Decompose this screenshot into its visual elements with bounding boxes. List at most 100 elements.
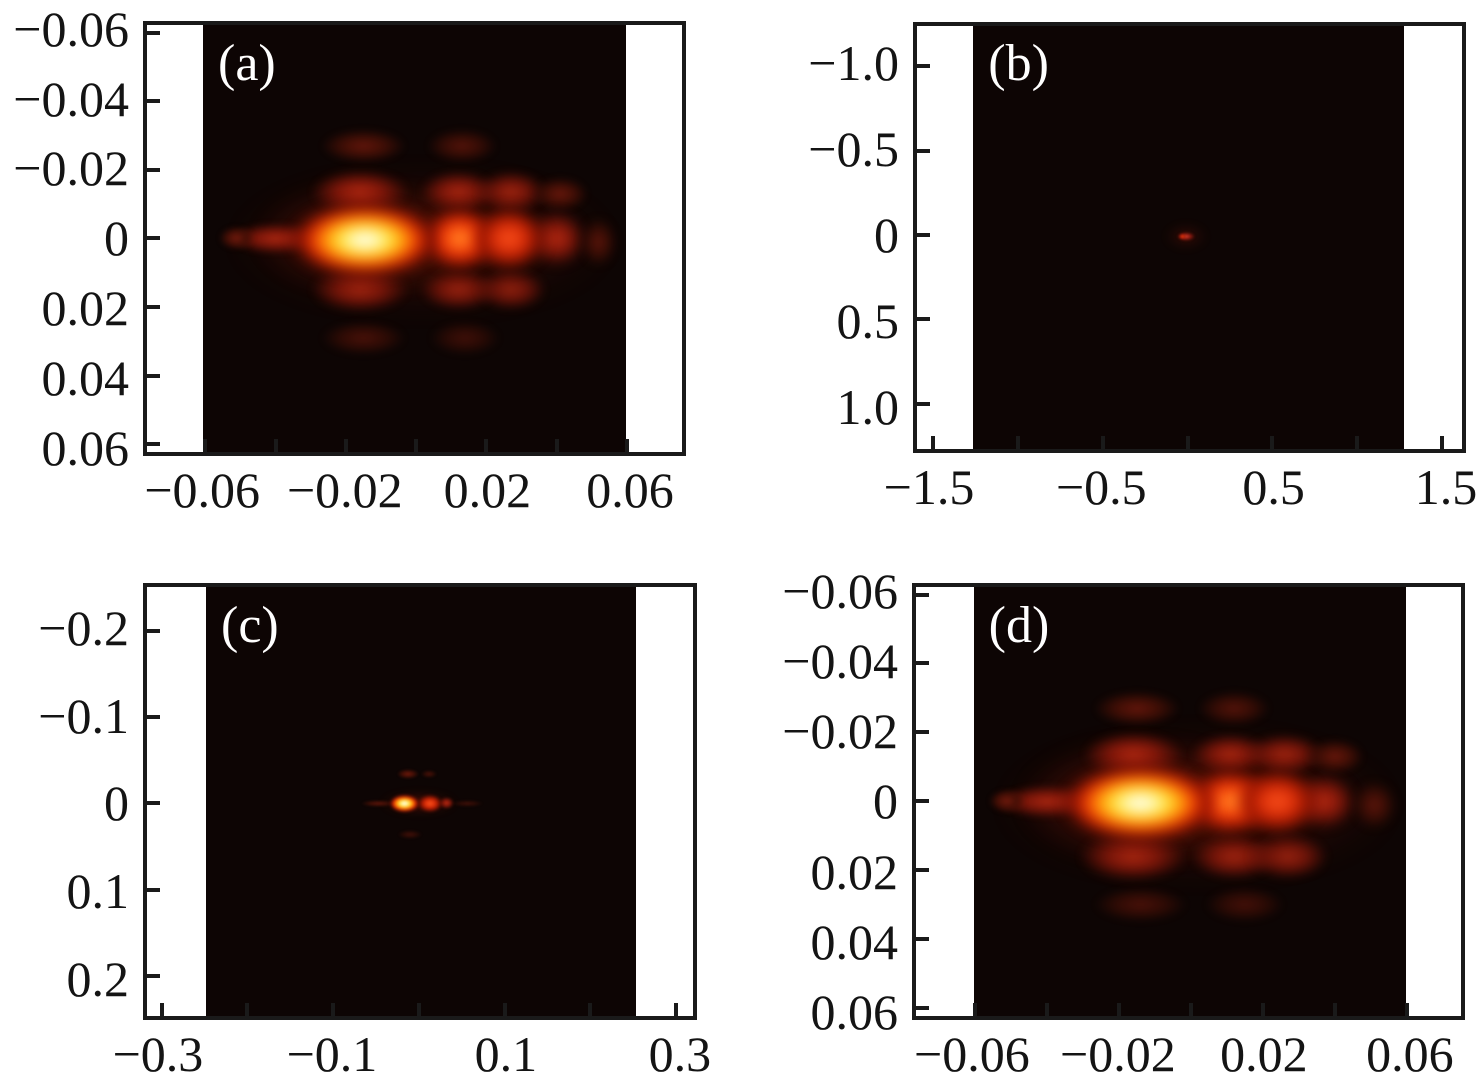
- panel-label-d: (d): [988, 596, 1050, 654]
- intensity-blob: [1205, 887, 1285, 922]
- y-tick-mark: [916, 868, 929, 873]
- x-tick-label: 1.5: [1414, 459, 1476, 515]
- x-tick-label: −0.3: [112, 1026, 204, 1082]
- intensity-blob: [426, 128, 497, 163]
- x-tick-label: −0.06: [144, 462, 261, 518]
- x-tick-label: 0.02: [1220, 1026, 1308, 1082]
- intensity-blob: [418, 795, 443, 812]
- y-tick-label: 0.06: [810, 983, 899, 1040]
- intensity-blob: [1079, 832, 1188, 881]
- x-tick-mark: [1044, 1003, 1049, 1016]
- x-tick-label: −0.1: [286, 1026, 378, 1082]
- intensity-blob: [581, 217, 617, 266]
- x-tick-label: −0.06: [914, 1026, 1030, 1082]
- right-margin-strip: [1403, 26, 1462, 449]
- x-tick-label: 0.1: [474, 1026, 538, 1082]
- y-tick-label: −0.04: [13, 70, 129, 127]
- y-tick-label: 0.04: [810, 913, 899, 970]
- y-tick-label: 0.06: [41, 419, 130, 476]
- heatmap-area-a: (a): [203, 25, 627, 452]
- x-tick-mark: [1015, 436, 1020, 449]
- x-tick-mark: [1188, 1003, 1193, 1016]
- y-tick-mark: [147, 304, 160, 309]
- x-tick-mark: [1116, 1003, 1121, 1016]
- plot-frame-a: (a): [143, 21, 686, 456]
- heatmap-area-c: (c): [205, 587, 636, 1016]
- y-tick-label: −0.5: [808, 120, 899, 177]
- y-tick-label: 0.1: [66, 863, 130, 920]
- y-tick-label: −0.06: [782, 562, 898, 619]
- y-tick-mark: [916, 937, 929, 942]
- x-tick-mark: [588, 1003, 593, 1016]
- intensity-blob: [532, 176, 589, 211]
- y-tick-label: 0.5: [836, 292, 900, 349]
- y-tick-label: 0.04: [41, 350, 130, 407]
- intensity-blob: [475, 269, 547, 311]
- intensity-blob: [396, 768, 419, 780]
- intensity-blob: [989, 789, 1026, 814]
- y-tick-mark: [147, 973, 160, 978]
- y-tick-label: −0.04: [782, 632, 898, 689]
- x-tick-mark: [972, 1003, 977, 1016]
- heatmap-area-d: (d): [973, 587, 1406, 1016]
- y-tick-label: 0: [104, 775, 129, 832]
- y-tick-label: 0: [873, 773, 898, 830]
- y-tick-mark: [917, 317, 930, 322]
- intensity-blob: [389, 795, 419, 812]
- x-tick-mark: [502, 1003, 507, 1016]
- y-tick-mark: [917, 148, 930, 153]
- intensity-blob: [219, 226, 255, 251]
- y-tick-mark: [147, 373, 160, 378]
- y-tick-label: 0.02: [41, 280, 130, 337]
- x-tick-label: 0.5: [1242, 459, 1305, 515]
- x-tick-mark: [1440, 436, 1445, 449]
- intensity-blob: [293, 204, 438, 277]
- y-tick-mark: [147, 715, 160, 720]
- intensity-blob: [1248, 834, 1328, 879]
- y-tick-mark: [147, 167, 160, 172]
- y-tick-label: −0.06: [13, 0, 129, 57]
- y-tick-label: −0.02: [782, 703, 898, 760]
- x-tick-mark: [159, 1003, 164, 1016]
- intensity-blob: [421, 769, 437, 779]
- intensity-blob: [1093, 887, 1188, 922]
- plot-frame-d: (d): [912, 583, 1465, 1020]
- x-tick-label: −0.02: [1060, 1026, 1176, 1082]
- y-tick-mark: [147, 801, 160, 806]
- right-margin-strip: [1405, 587, 1461, 1016]
- intensity-blob: [1305, 739, 1364, 774]
- y-tick-mark: [147, 236, 160, 241]
- x-tick-mark: [343, 439, 348, 452]
- left-margin-strip: [917, 26, 974, 449]
- x-tick-label: −0.02: [286, 462, 403, 518]
- x-tick-mark: [930, 436, 935, 449]
- panel-label-b: (b): [988, 35, 1049, 93]
- intensity-blob: [1178, 233, 1187, 239]
- y-tick-mark: [147, 99, 160, 104]
- y-tick-mark: [916, 661, 929, 666]
- intensity-blob: [1235, 768, 1319, 835]
- panel-label-a: (a): [218, 34, 276, 92]
- x-tick-mark: [416, 1003, 421, 1016]
- x-tick-mark: [414, 439, 419, 452]
- y-tick-mark: [916, 799, 929, 804]
- plot-frame-b: (b): [913, 22, 1466, 453]
- intensity-blob: [1198, 691, 1270, 726]
- y-tick-label: −1.0: [808, 34, 899, 91]
- x-tick-mark: [203, 439, 208, 452]
- intensity-blob: [1093, 691, 1181, 726]
- intensity-blob: [438, 797, 455, 810]
- intensity-blob: [452, 799, 484, 807]
- panel-label-c: (c): [221, 596, 279, 654]
- x-tick-mark: [1185, 436, 1190, 449]
- y-tick-mark: [916, 730, 929, 735]
- plot-frame-c: (c): [143, 583, 697, 1020]
- intensity-blob: [1064, 765, 1217, 841]
- x-tick-mark: [1404, 1003, 1409, 1016]
- x-tick-mark: [1355, 436, 1360, 449]
- x-tick-label: 0.3: [648, 1026, 712, 1082]
- y-tick-mark: [916, 592, 929, 597]
- y-tick-label: 0.02: [810, 843, 899, 900]
- x-tick-mark: [1100, 436, 1105, 449]
- right-margin-strip: [626, 25, 682, 452]
